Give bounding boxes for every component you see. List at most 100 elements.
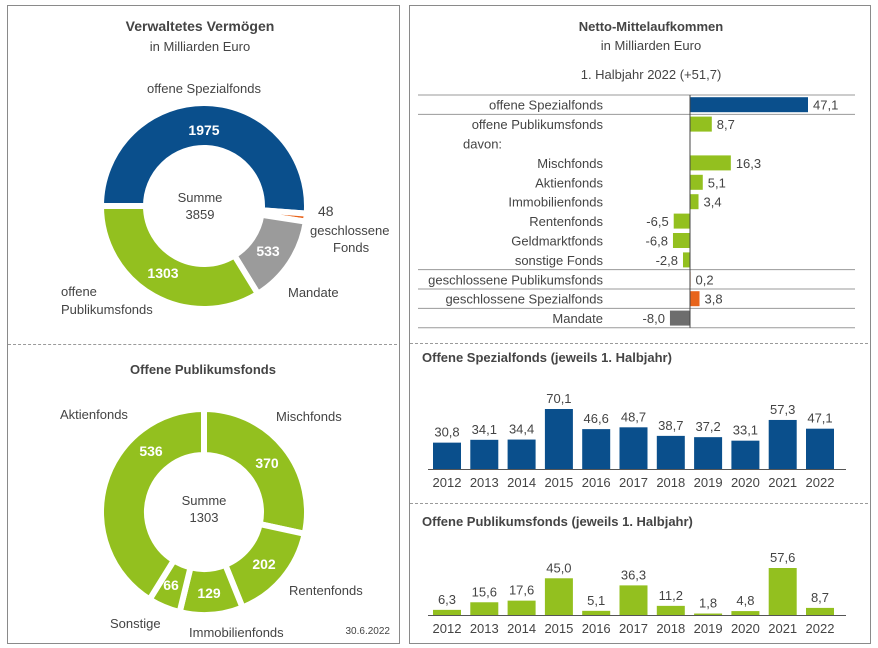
slice-aktienfonds <box>98 405 207 604</box>
center-value: 1303 <box>190 510 219 525</box>
value-label-geschlossene: 48 <box>318 203 334 219</box>
chart-title: Offene Publikumsfonds <box>130 362 276 377</box>
bar-2015 <box>544 409 573 469</box>
bar-2017 <box>619 427 648 469</box>
x-tick-label-2019: 2019 <box>694 475 723 490</box>
slice-offene-publikumsfonds <box>97 203 263 312</box>
x-tick-label-2017: 2017 <box>619 621 648 636</box>
bar-2013 <box>470 602 499 615</box>
value-label-immobilienfonds: 3,4 <box>704 195 722 210</box>
x-tick-label-2013: 2013 <box>470 475 499 490</box>
value-label-2017: 36,3 <box>621 567 646 582</box>
bar-2017 <box>619 585 648 615</box>
value-label-publikumsfonds: 1303 <box>147 265 178 281</box>
x-tick-label-2020: 2020 <box>731 621 760 636</box>
bar-2016 <box>582 429 611 469</box>
slice-label-spezialfonds: offene Spezialfonds <box>147 81 261 96</box>
row-label-geschlossene-spezialfonds: geschlossene Spezialfonds <box>445 292 603 307</box>
right-divider-2 <box>410 503 868 504</box>
slice-label-mandate: Mandate <box>288 285 339 300</box>
value-label-mischfonds: 16,3 <box>736 156 761 171</box>
bar-2021 <box>768 568 797 615</box>
bar-2014 <box>507 600 536 615</box>
value-label-2015: 70,1 <box>546 391 571 406</box>
x-tick-label-2012: 2012 <box>433 621 462 636</box>
x-tick-label-2018: 2018 <box>656 475 685 490</box>
value-label-2019: 1,8 <box>699 596 717 611</box>
value-label-2012: 6,3 <box>438 592 456 607</box>
value-label-aktienfonds: 5,1 <box>708 175 726 190</box>
bar-immobilienfonds <box>690 194 699 210</box>
date-label: 30.6.2022 <box>346 626 391 637</box>
bar-geldmarktfonds <box>672 233 690 248</box>
row-label-rentenfonds: Rentenfonds <box>529 214 603 229</box>
row-label-mandate: Mandate <box>552 311 603 326</box>
value-label-aktienfonds: 536 <box>139 443 163 459</box>
value-label-2015: 45,0 <box>546 560 571 575</box>
chart-subtitle: in Milliarden Euro <box>601 38 701 53</box>
bar-offene-publikumsfonds <box>690 116 712 132</box>
bar-mischfonds <box>690 155 731 171</box>
x-tick-label-2020: 2020 <box>731 475 760 490</box>
chart-title: Offene Publikumsfonds (jeweils 1. Halbja… <box>422 514 693 529</box>
value-label-2020: 4,8 <box>736 593 754 608</box>
value-label-sonstige-fonds: -2,8 <box>656 253 678 268</box>
chart-subtitle: in Milliarden Euro <box>150 39 250 54</box>
x-tick-label-2017: 2017 <box>619 475 648 490</box>
value-label-mandate: 533 <box>256 243 280 259</box>
x-tick-label-2018: 2018 <box>656 621 685 636</box>
bar-2020 <box>731 440 760 469</box>
value-label-sonstige: 66 <box>163 577 179 593</box>
bar-mandate <box>669 310 690 326</box>
bar-rentenfonds <box>673 213 690 229</box>
value-label-2013: 15,6 <box>472 584 497 599</box>
slice-label-geschlossene-1: geschlossene <box>310 223 390 238</box>
x-tick-label-2016: 2016 <box>582 621 611 636</box>
center-label: Summe <box>178 190 223 205</box>
bar-2019 <box>694 613 723 615</box>
bar-offene-spezialfonds <box>690 97 808 113</box>
x-tick-label-2021: 2021 <box>768 475 797 490</box>
row-label-davon: davon: <box>463 137 502 152</box>
value-label-geldmarktfonds: -6,8 <box>646 234 668 249</box>
value-label-offene-publikumsfonds: 8,7 <box>717 117 735 132</box>
row-label-offene-publikumsfonds: offene Publikumsfonds <box>472 117 604 132</box>
x-tick-label-2014: 2014 <box>507 621 536 636</box>
bar-2022 <box>806 428 834 469</box>
row-label-immobilienfonds: Immobilienfonds <box>508 195 603 210</box>
bar-geschlossene-spezialfonds <box>690 291 700 307</box>
slice-offene-spezialfonds <box>97 100 310 217</box>
slice-label-immobilienfonds: Immobilienfonds <box>189 625 284 640</box>
chart-title: Netto-Mittelaufkommen <box>579 19 724 34</box>
row-label-aktienfonds: Aktienfonds <box>535 175 603 190</box>
value-label-immobilienfonds: 129 <box>197 585 221 601</box>
x-tick-label-2015: 2015 <box>544 621 573 636</box>
value-label-2013: 34,1 <box>472 422 497 437</box>
slice-label-geschlossene-2: Fonds <box>333 240 370 255</box>
value-label-2014: 17,6 <box>509 583 534 598</box>
bar-2019 <box>694 437 723 469</box>
right-divider-1 <box>410 343 868 344</box>
period-label: 1. Halbjahr 2022 (+51,7) <box>581 67 722 82</box>
bar-2018 <box>656 435 685 469</box>
row-label-mischfonds: Mischfonds <box>537 156 603 171</box>
value-label-mandate: -8,0 <box>643 311 665 326</box>
value-label-geschlossene-publikumsfonds: 0,2 <box>696 272 714 287</box>
bar-sonstige-fonds <box>682 252 690 268</box>
value-label-spezialfonds: 1975 <box>188 122 219 138</box>
slice-label-aktienfonds: Aktienfonds <box>60 407 128 422</box>
x-tick-label-2021: 2021 <box>768 621 797 636</box>
bar-2012 <box>433 609 461 615</box>
value-label-2021: 57,6 <box>770 550 795 565</box>
center-label: Summe <box>182 493 227 508</box>
value-label-2022: 47,1 <box>807 411 832 426</box>
value-label-2019: 37,2 <box>695 419 720 434</box>
value-label-2012: 30,8 <box>434 425 459 440</box>
slice-label-mischfonds: Mischfonds <box>276 409 342 424</box>
chart-title: Offene Spezialfonds (jeweils 1. Halbjahr… <box>422 350 672 365</box>
value-label-2020: 33,1 <box>733 423 758 438</box>
